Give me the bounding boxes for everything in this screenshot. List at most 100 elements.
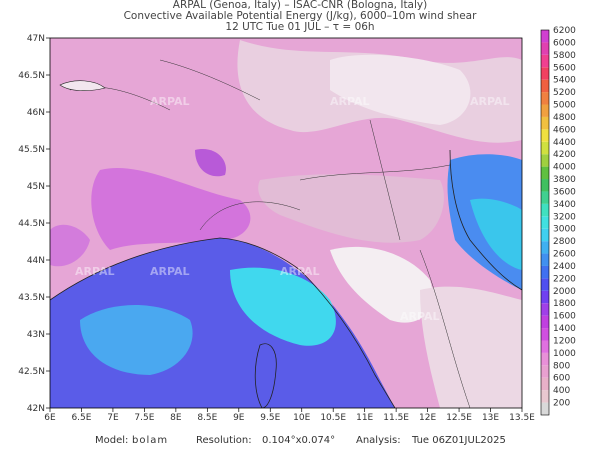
lon-tick-label: 11.5E	[383, 413, 409, 423]
colorbar-label: 400	[553, 386, 570, 396]
colorbar-band	[541, 402, 549, 415]
lon-tick-label: 9.5E	[260, 413, 280, 423]
colorbar-band	[541, 166, 549, 180]
footer-value: bolam	[132, 435, 168, 446]
title-line: 12 UTC Tue 01 JUL – τ = 06h	[225, 21, 374, 33]
lat-tick-label: 43.5N	[18, 293, 45, 303]
colorbar-band	[541, 290, 549, 304]
colorbar-label: 1600	[553, 312, 576, 322]
colorbar-band	[541, 228, 549, 242]
colorbar-band	[541, 315, 549, 329]
colorbar-label: 4400	[553, 138, 576, 148]
colorbar-band	[541, 79, 549, 93]
lat-tick-label: 46N	[27, 108, 45, 118]
colorbar-band	[541, 377, 549, 391]
colorbar-band	[541, 265, 549, 279]
colorbar-band	[541, 352, 549, 366]
colorbar-label: 5600	[553, 63, 576, 73]
colorbar-band	[541, 179, 549, 192]
footer-label: Resolution:	[196, 435, 252, 446]
lat-tick-label: 45.5N	[18, 145, 45, 155]
lon-tick-label: 6.5E	[71, 413, 91, 423]
colorbar-band	[541, 203, 549, 217]
colorbar-label: 2600	[553, 250, 576, 260]
colorbar-label: 200	[553, 399, 570, 409]
watermark: ARPAL	[75, 265, 115, 278]
footer-label: Model:	[95, 435, 128, 446]
colorbar-band	[541, 42, 549, 55]
colorbar-band	[541, 278, 549, 291]
lon-tick-label: 7E	[107, 413, 119, 423]
footer-label: Analysis:	[356, 435, 401, 446]
lat-tick-label: 42N	[27, 404, 45, 414]
colorbar-label: 3800	[553, 175, 576, 185]
colorbar-label: 800	[553, 361, 570, 371]
colorbar-label: 1400	[553, 324, 576, 334]
lat-tick-label: 45N	[27, 182, 45, 192]
watermark: ARPAL	[400, 310, 440, 323]
watermark: ARPAL	[150, 95, 190, 108]
colorbar-label: 600	[553, 374, 570, 384]
colorbar-band	[541, 365, 549, 378]
lat-tick-label: 46.5N	[18, 71, 45, 81]
footer-value: Tue 06Z01JUL2025	[411, 435, 506, 446]
colorbar-label: 6000	[553, 38, 576, 48]
lon-tick-label: 6E	[44, 413, 56, 423]
lon-tick-label: 12E	[419, 413, 436, 423]
lat-tick-label: 44N	[27, 256, 45, 266]
lon-tick-label: 10E	[293, 413, 310, 423]
lon-tick-label: 8E	[170, 413, 182, 423]
colorbar-label: 5200	[553, 88, 576, 98]
footer-value: 0.104°x0.074°	[262, 435, 335, 446]
colorbar-label: 1200	[553, 336, 576, 346]
watermark: ARPAL	[330, 95, 370, 108]
colorbar-band	[541, 390, 549, 403]
colorbar-band	[541, 104, 549, 117]
colorbar-band	[541, 191, 549, 204]
colorbar-band	[541, 30, 549, 43]
colorbar-band	[541, 241, 549, 254]
lon-tick-label: 8.5E	[197, 413, 217, 423]
colorbar-label: 4000	[553, 163, 576, 173]
watermark: ARPAL	[470, 95, 510, 108]
colorbar-band	[541, 154, 549, 167]
colorbar-band	[541, 92, 549, 105]
colorbar-label: 4800	[553, 113, 576, 123]
lat-tick-label: 47N	[27, 34, 45, 44]
colorbar-band	[541, 116, 549, 130]
colorbar-label: 1800	[553, 299, 576, 309]
colorbar-band	[541, 253, 549, 266]
colorbar-label: 2400	[553, 262, 576, 272]
colorbar-label: 3000	[553, 225, 576, 235]
colorbar-band	[541, 67, 549, 80]
lon-tick-label: 10.5E	[320, 413, 346, 423]
lat-tick-label: 42.5N	[18, 367, 45, 377]
colorbar-label: 2000	[553, 287, 576, 297]
colorbar-label: 2200	[553, 274, 576, 284]
colorbar-band	[541, 129, 549, 142]
colorbar-frame	[540, 29, 550, 416]
watermark: ARPAL	[150, 265, 190, 278]
colorbar-band	[541, 340, 549, 353]
lon-tick-label: 13.5E	[509, 413, 535, 423]
colorbar-band	[541, 303, 549, 316]
colorbar-label: 6200	[553, 26, 576, 36]
lat-tick-label: 44.5N	[18, 219, 45, 229]
colorbar-band	[541, 141, 549, 155]
lon-tick-label: 7.5E	[134, 413, 154, 423]
lon-tick-label: 13E	[482, 413, 499, 423]
map-field	[50, 38, 522, 408]
colorbar-label: 5800	[553, 51, 576, 61]
lon-tick-label: 9E	[233, 413, 245, 423]
colorbar-band	[541, 216, 549, 229]
lat-tick-label: 43N	[27, 330, 45, 340]
colorbar-band	[541, 54, 549, 68]
title-line: Convective Available Potential Energy (J…	[124, 10, 478, 22]
watermark: ARPAL	[280, 265, 320, 278]
colorbar-label: 3600	[553, 187, 576, 197]
colorbar-label: 5000	[553, 101, 576, 111]
colorbar-label: 5400	[553, 76, 576, 86]
colorbar-label: 1000	[553, 349, 576, 359]
colorbar-band	[541, 328, 549, 341]
